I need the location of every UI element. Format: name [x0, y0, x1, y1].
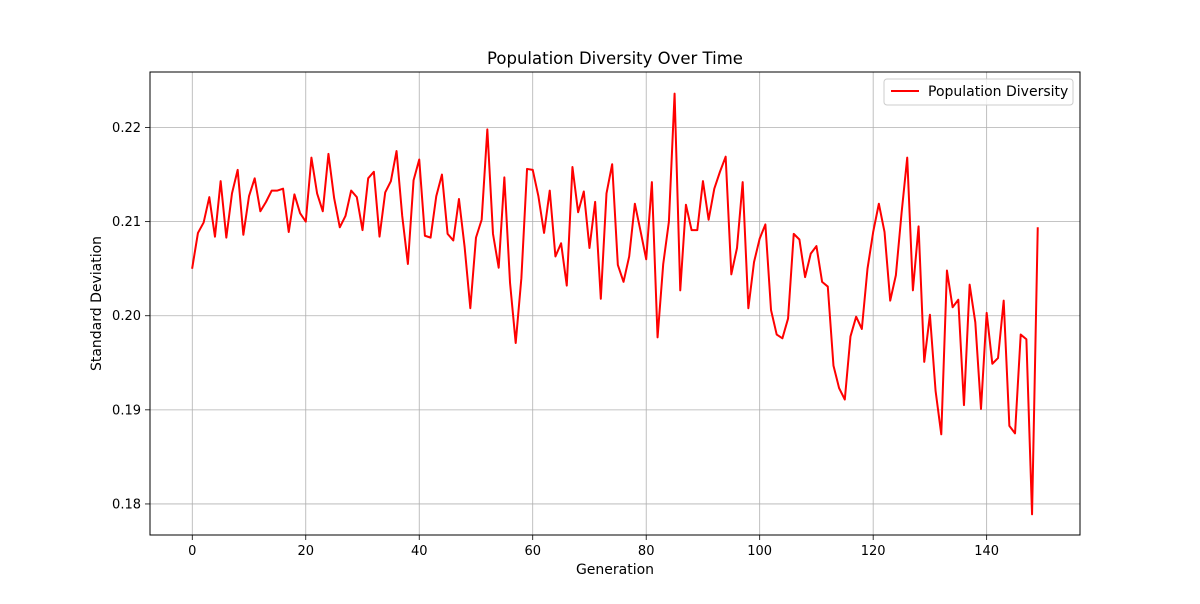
y-tick-label: 0.19 — [112, 403, 141, 418]
y-tick-label: 0.22 — [112, 121, 141, 136]
y-tick-label: 0.18 — [112, 497, 141, 512]
plot-frame — [149, 71, 1081, 536]
grid — [150, 72, 1080, 535]
y-axis-ticks: 0.18 0.19 0.20 0.21 0.22 — [112, 121, 150, 512]
x-axis-label: Generation — [576, 562, 654, 578]
x-tick-label: 140 — [974, 544, 999, 559]
x-tick-label: 60 — [524, 544, 541, 559]
y-tick-label: 0.21 — [112, 215, 141, 230]
x-tick-label: 20 — [297, 544, 314, 559]
x-axis-ticks: 0 20 40 60 80 100 120 140 — [188, 535, 999, 559]
x-tick-label: 0 — [188, 544, 196, 559]
legend-box — [883, 78, 1074, 106]
plot-area — [150, 72, 1080, 535]
legend-label: Population Diversity — [928, 84, 1068, 100]
series-layer — [191, 92, 1039, 516]
legend: Population Diversity — [883, 78, 1074, 106]
chart-title: Population Diversity Over Time — [487, 49, 743, 68]
x-tick-label: 40 — [411, 544, 428, 559]
x-tick-label: 80 — [638, 544, 655, 559]
series-line — [191, 92, 1039, 516]
x-tick-label: 120 — [861, 544, 886, 559]
x-tick-label: 100 — [747, 544, 772, 559]
y-tick-label: 0.20 — [112, 309, 141, 324]
y-axis-label: Standard Deviation — [89, 236, 105, 371]
